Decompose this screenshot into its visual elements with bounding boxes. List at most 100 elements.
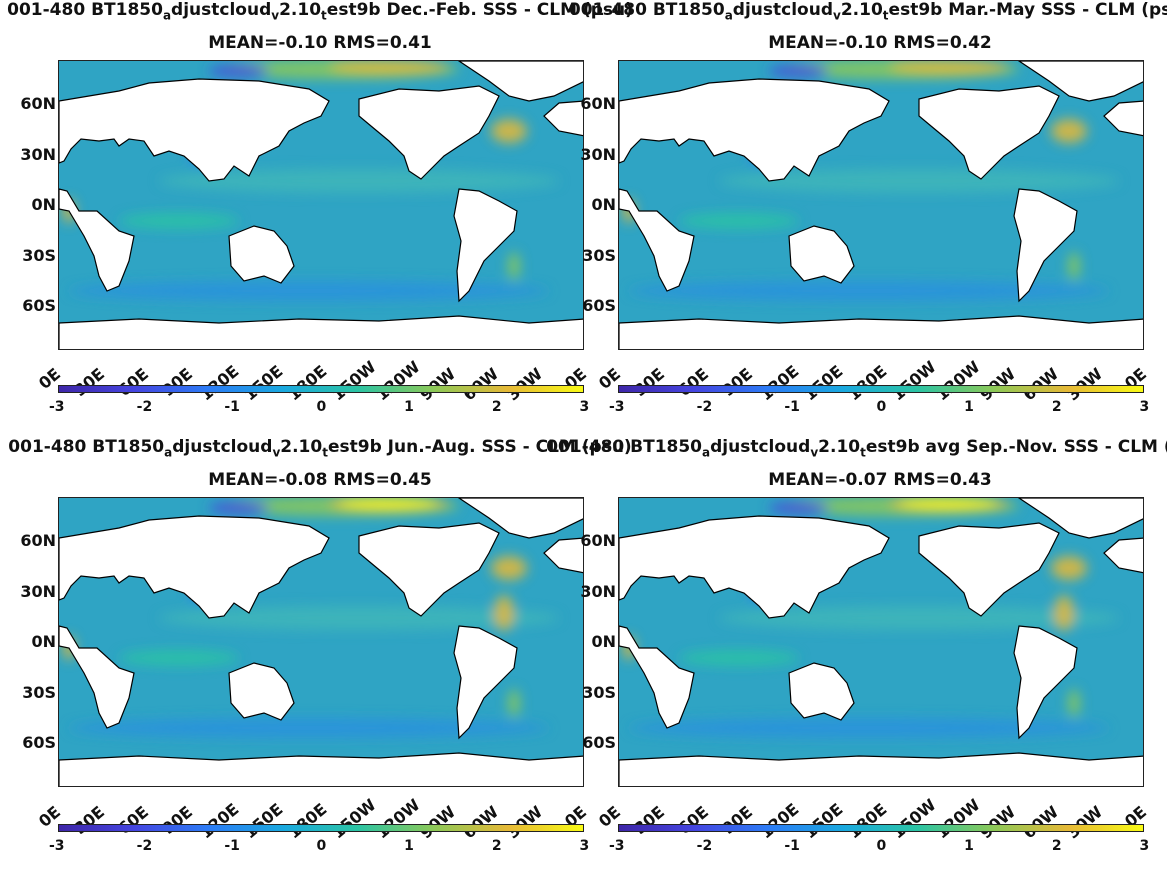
colorbar-tick-label: 0 — [876, 838, 887, 854]
colorbar-tick-label: -3 — [609, 399, 625, 415]
lat-tick-label: 30N — [580, 145, 616, 164]
lon-tick-label: 30W — [503, 802, 547, 843]
anomaly-patch — [119, 213, 239, 229]
anomaly-patch — [119, 650, 239, 666]
colorbar-tick-label: 3 — [1139, 399, 1150, 415]
land-mask — [619, 625, 695, 729]
title-subscript: a — [162, 8, 172, 23]
land-mask — [1017, 61, 1143, 102]
title-subscript: v — [833, 8, 841, 23]
lon-tick-label: 150W — [888, 795, 940, 843]
lon-tick-label: 30W — [1063, 802, 1107, 843]
land-mask — [457, 61, 583, 102]
anomaly-patch — [209, 502, 269, 514]
anomaly-patch — [491, 119, 527, 143]
anomaly-patch — [159, 169, 559, 193]
anomaly-patch — [769, 502, 829, 514]
colorbar-tick-label: -1 — [224, 399, 240, 415]
lat-tick-label: 30S — [582, 246, 616, 265]
land-mask — [59, 752, 583, 786]
title-subscript: t — [321, 8, 327, 23]
lat-tick-label: 30N — [20, 582, 56, 601]
anomaly-patch — [1068, 252, 1080, 280]
anomaly-patch — [629, 718, 1109, 738]
anomaly-patch — [1051, 556, 1087, 580]
title-subscript: v — [271, 8, 280, 23]
colorbar-tick-label: 0 — [316, 399, 327, 415]
title-subscript: t — [322, 445, 328, 460]
title-text: 2.10 — [818, 437, 861, 457]
colorbar-tick-label: -1 — [784, 838, 800, 854]
land-mask — [918, 522, 1060, 617]
map-plot-area — [618, 60, 1144, 350]
land-mask — [59, 188, 135, 292]
panel-stats: MEAN=-0.08 RMS=0.45 — [208, 470, 432, 490]
anomaly-patch — [629, 281, 1109, 301]
colorbar-tick-label: 3 — [579, 399, 590, 415]
anomaly-patch — [209, 65, 269, 77]
panel-title: 001-480 BT1850adjustcloudv2.10test9b Dec… — [7, 0, 633, 22]
lon-tick-label: 90E — [157, 802, 196, 839]
colorbar-tick-label: -3 — [49, 838, 65, 854]
land-mask — [619, 515, 890, 619]
map-svg — [59, 498, 583, 786]
title-text: djustcloud — [710, 437, 811, 457]
lat-tick-label: 0N — [591, 632, 616, 651]
title-text: djustcloud — [732, 0, 834, 20]
lon-tick-label: 60W — [1019, 802, 1063, 843]
anomaly-patch — [769, 65, 829, 77]
title-subscript: v — [810, 445, 819, 460]
lat-tick-label: 60S — [582, 296, 616, 315]
colorbar-tick-label: -2 — [136, 399, 153, 415]
colorbar-tick-label: -1 — [784, 399, 800, 415]
lon-tick-label: 90E — [717, 802, 756, 839]
lat-tick-label: 60S — [582, 733, 616, 752]
anomaly-patch — [69, 718, 549, 738]
colorbar-tick-label: 1 — [964, 838, 974, 854]
land-mask — [1103, 537, 1143, 574]
lat-tick-label: 0N — [591, 195, 616, 214]
map-svg — [619, 498, 1143, 786]
land-mask — [358, 522, 500, 617]
lon-tick-label: 0E — [1120, 802, 1151, 831]
colorbar-tick-label: -1 — [224, 838, 240, 854]
title-subscript: a — [164, 445, 173, 460]
lon-tick-label: 120E — [756, 799, 803, 843]
lon-tick-label: 0E — [560, 802, 591, 831]
colorbar-tick-label: 2 — [491, 838, 502, 854]
lat-tick-label: 30S — [582, 683, 616, 702]
title-text: est9b avg Sep.-Nov. SSS - CLM (psu) — [865, 437, 1167, 457]
colorbar-tick-label: 0 — [876, 399, 887, 415]
title-text: 2.10 — [280, 437, 323, 457]
land-mask — [543, 100, 583, 137]
title-text: 001-480 BT1850 — [568, 0, 725, 20]
panel-title: 001-480 BT1850adjustcloudv2.10test9b avg… — [546, 437, 1167, 459]
map-plot-area — [58, 497, 584, 787]
anomaly-patch — [508, 689, 520, 717]
colorbar-tick-label: 1 — [404, 838, 414, 854]
map-svg — [59, 61, 583, 349]
lat-tick-label: 30S — [22, 246, 56, 265]
map-plot-area — [58, 60, 584, 350]
colorbar-tick-label: -2 — [136, 838, 153, 854]
anomaly-patch — [494, 595, 514, 631]
title-text: 2.10 — [840, 0, 883, 20]
title-text: 001-480 BT1850 — [7, 0, 163, 20]
lon-tick-label: 120E — [196, 799, 243, 843]
land-mask — [619, 315, 1143, 349]
anomaly-patch — [1068, 689, 1080, 717]
lat-tick-label: 0N — [31, 195, 56, 214]
anomaly-patch — [1054, 595, 1074, 631]
land-mask — [228, 662, 295, 721]
land-mask — [59, 625, 135, 729]
title-text: 001-480 BT1850 — [546, 437, 703, 457]
land-mask — [619, 188, 695, 292]
colorbar-tick-label: 2 — [1051, 399, 1062, 415]
colorbar — [58, 385, 584, 393]
colorbar — [618, 824, 1144, 832]
lon-tick-label: 150E — [800, 799, 847, 843]
title-subscript: t — [882, 8, 889, 23]
land-mask — [788, 662, 855, 721]
title-subscript: t — [860, 445, 866, 460]
lon-tick-label: 60E — [114, 802, 152, 839]
